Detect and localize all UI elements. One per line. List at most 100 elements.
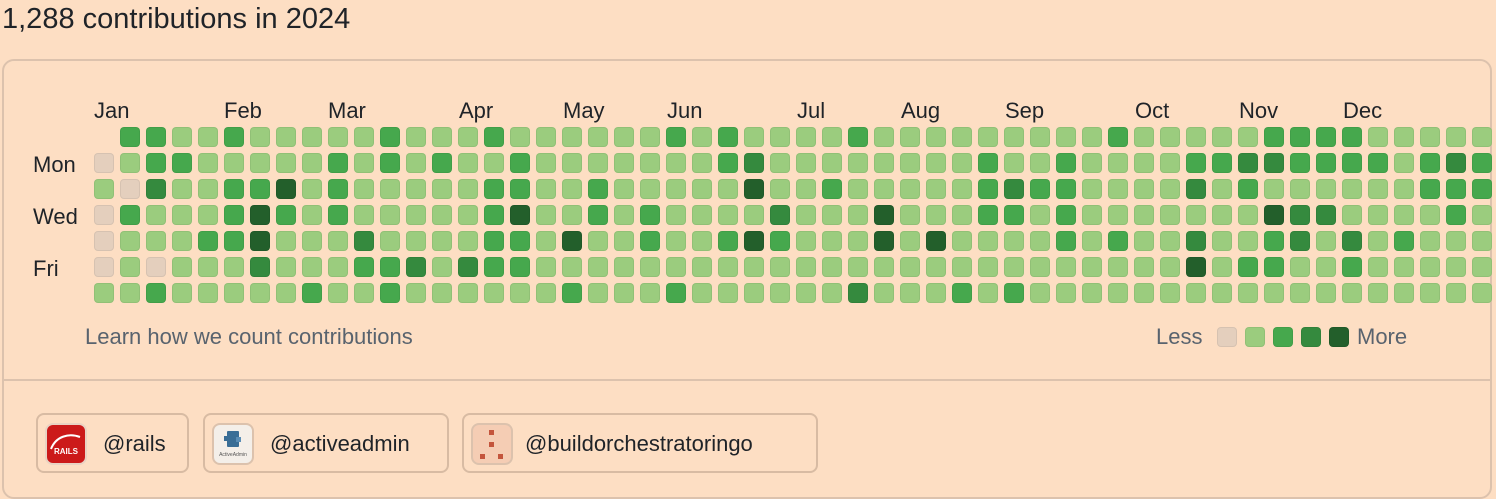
contribution-day[interactable] [1238, 205, 1258, 225]
contribution-day[interactable] [250, 231, 270, 251]
contribution-day[interactable] [406, 205, 426, 225]
contribution-day[interactable] [848, 179, 868, 199]
contribution-day[interactable] [822, 283, 842, 303]
contribution-day[interactable] [120, 257, 140, 277]
contribution-day[interactable] [276, 231, 296, 251]
contribution-day[interactable] [1290, 179, 1310, 199]
contribution-day[interactable] [1420, 205, 1440, 225]
contribution-day[interactable] [744, 153, 764, 173]
contribution-day[interactable] [120, 153, 140, 173]
contribution-day[interactable] [432, 205, 452, 225]
contribution-day[interactable] [1056, 179, 1076, 199]
contribution-day[interactable] [276, 179, 296, 199]
contribution-day[interactable] [276, 283, 296, 303]
contribution-day[interactable] [380, 257, 400, 277]
contribution-day[interactable] [328, 257, 348, 277]
contribution-day[interactable] [692, 153, 712, 173]
contribution-day[interactable] [510, 205, 530, 225]
contribution-day[interactable] [380, 127, 400, 147]
contribution-day[interactable] [146, 257, 166, 277]
contribution-day[interactable] [406, 127, 426, 147]
contribution-day[interactable] [328, 231, 348, 251]
contribution-day[interactable] [458, 205, 478, 225]
contribution-day[interactable] [1082, 257, 1102, 277]
contribution-day[interactable] [1238, 231, 1258, 251]
contribution-day[interactable] [432, 257, 452, 277]
contribution-day[interactable] [94, 231, 114, 251]
contribution-day[interactable] [250, 205, 270, 225]
contribution-day[interactable] [588, 283, 608, 303]
contribution-day[interactable] [562, 153, 582, 173]
contribution-day[interactable] [536, 127, 556, 147]
contribution-day[interactable] [1212, 205, 1232, 225]
contribution-day[interactable] [276, 205, 296, 225]
contribution-day[interactable] [510, 179, 530, 199]
contribution-day[interactable] [484, 127, 504, 147]
contribution-day[interactable] [1264, 283, 1284, 303]
contribution-day[interactable] [588, 127, 608, 147]
contribution-day[interactable] [224, 127, 244, 147]
contribution-day[interactable] [250, 127, 270, 147]
contribution-day[interactable] [536, 231, 556, 251]
contribution-day[interactable] [354, 283, 374, 303]
contribution-day[interactable] [302, 231, 322, 251]
contribution-day[interactable] [172, 179, 192, 199]
contribution-day[interactable] [796, 257, 816, 277]
contribution-day[interactable] [432, 283, 452, 303]
contribution-day[interactable] [1264, 153, 1284, 173]
contribution-day[interactable] [198, 257, 218, 277]
contribution-day[interactable] [432, 153, 452, 173]
contribution-day[interactable] [692, 231, 712, 251]
contribution-day[interactable] [1472, 153, 1492, 173]
contribution-day[interactable] [484, 153, 504, 173]
contribution-day[interactable] [874, 179, 894, 199]
contribution-day[interactable] [1394, 153, 1414, 173]
contribution-day[interactable] [926, 257, 946, 277]
contribution-day[interactable] [354, 153, 374, 173]
contribution-day[interactable] [1238, 153, 1258, 173]
contribution-day[interactable] [1082, 127, 1102, 147]
contribution-day[interactable] [380, 231, 400, 251]
contribution-day[interactable] [718, 257, 738, 277]
contribution-day[interactable] [718, 205, 738, 225]
contribution-day[interactable] [926, 205, 946, 225]
contribution-day[interactable] [1342, 153, 1362, 173]
contribution-day[interactable] [146, 231, 166, 251]
contribution-day[interactable] [952, 283, 972, 303]
contribution-day[interactable] [718, 283, 738, 303]
contribution-day[interactable] [1264, 127, 1284, 147]
contribution-day[interactable] [822, 231, 842, 251]
contribution-day[interactable] [484, 257, 504, 277]
contribution-day[interactable] [1420, 179, 1440, 199]
contribution-day[interactable] [432, 127, 452, 147]
contribution-day[interactable] [666, 205, 686, 225]
contribution-day[interactable] [666, 153, 686, 173]
contribution-day[interactable] [198, 179, 218, 199]
contribution-day[interactable] [120, 205, 140, 225]
contribution-day[interactable] [1108, 179, 1128, 199]
contribution-day[interactable] [432, 231, 452, 251]
contribution-day[interactable] [640, 205, 660, 225]
contribution-day[interactable] [536, 205, 556, 225]
contribution-day[interactable] [458, 257, 478, 277]
contribution-day[interactable] [692, 257, 712, 277]
contribution-day[interactable] [1316, 257, 1336, 277]
contribution-day[interactable] [302, 257, 322, 277]
contribution-day[interactable] [224, 283, 244, 303]
contribution-day[interactable] [1316, 205, 1336, 225]
contribution-day[interactable] [1290, 153, 1310, 173]
contribution-day[interactable] [380, 205, 400, 225]
contribution-day[interactable] [94, 205, 114, 225]
contribution-day[interactable] [1290, 257, 1310, 277]
contribution-day[interactable] [614, 231, 634, 251]
contribution-day[interactable] [1030, 231, 1050, 251]
contribution-day[interactable] [1030, 257, 1050, 277]
contribution-day[interactable] [120, 283, 140, 303]
contribution-day[interactable] [354, 231, 374, 251]
contribution-day[interactable] [874, 257, 894, 277]
contribution-day[interactable] [1446, 283, 1466, 303]
contribution-day[interactable] [1186, 257, 1206, 277]
contribution-day[interactable] [406, 231, 426, 251]
contribution-day[interactable] [770, 179, 790, 199]
contribution-day[interactable] [1030, 179, 1050, 199]
